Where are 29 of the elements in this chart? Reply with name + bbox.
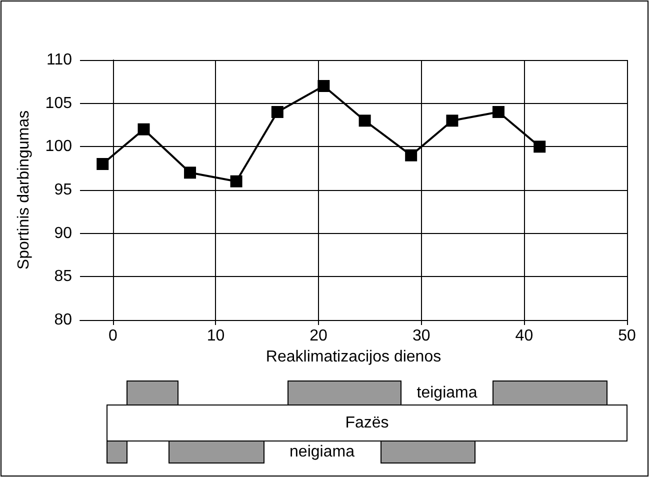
x-tick-label: 20: [310, 328, 328, 344]
point: [138, 123, 150, 136]
text: neigiama: [290, 444, 355, 460]
y-tick-label: 105: [45, 94, 72, 112]
point: [492, 106, 504, 118]
point: [96, 158, 109, 170]
y-tick-label: 90: [54, 224, 72, 242]
point: [446, 114, 458, 127]
y-tick-label: 80: [54, 312, 72, 328]
point: [271, 106, 284, 118]
y-tick-label: 85: [54, 268, 72, 286]
point: [405, 149, 418, 162]
point: [184, 166, 196, 179]
y-tick-label: 95: [54, 182, 72, 198]
x-tick-label: 0: [108, 328, 118, 344]
text: Fazës: [345, 414, 389, 432]
text: teigiama: [416, 384, 478, 402]
point: [534, 140, 546, 153]
x-tick-label: 40: [515, 328, 534, 344]
point: [230, 175, 242, 188]
x-tick-label: 50: [618, 328, 636, 344]
y-tick-label: 100: [45, 138, 72, 156]
y-tick-label: 110: [46, 52, 72, 68]
x-tick-label: 10: [206, 328, 225, 344]
point: [358, 114, 371, 127]
x-tick-label: 30: [412, 328, 430, 344]
y-axis-title: Sportinis darbingumas: [16, 110, 32, 270]
point: [318, 80, 330, 92]
x-axis-title: Reaklimatizacijos dienos: [266, 348, 442, 366]
